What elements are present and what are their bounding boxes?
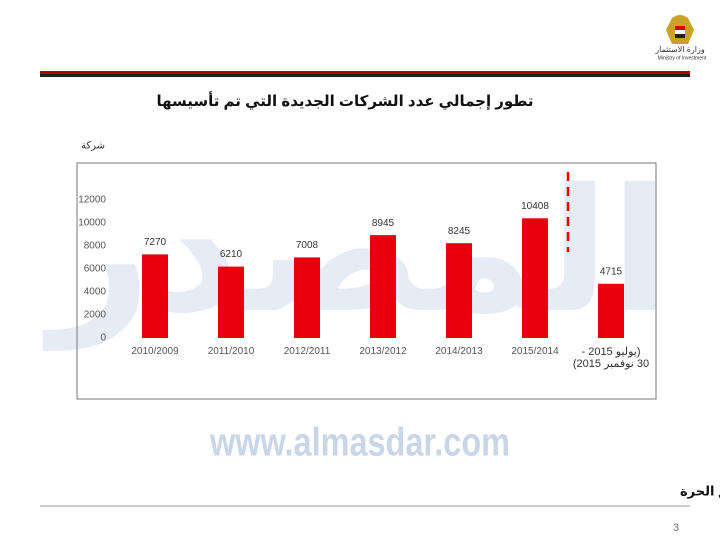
y-tick-label: 2000 — [84, 310, 107, 321]
header-rule-red — [40, 71, 690, 74]
y-tick-label: 8000 — [84, 241, 107, 252]
chart-frame — [76, 162, 657, 400]
x-tick-label: 2014/2013 — [435, 346, 483, 357]
watermark-logo: المصدر — [42, 157, 670, 351]
value-label: 10408 — [521, 201, 549, 212]
watermark-site: www.almasdar.com — [209, 421, 510, 465]
y-tick-label: 12000 — [78, 195, 106, 206]
y-tick-label: 0 — [100, 333, 106, 344]
y-tick-label: 4000 — [84, 287, 107, 298]
value-label: 8245 — [448, 226, 471, 237]
x-tick-label: 2011/2010 — [207, 346, 255, 357]
bar — [294, 257, 320, 338]
x-tick-label: 2010/2009 — [131, 346, 179, 357]
bar — [598, 283, 624, 338]
x-tick-label: 2015/2014 — [511, 346, 559, 357]
bar — [446, 243, 472, 338]
value-label: 6210 — [220, 249, 243, 260]
value-label: 4715 — [600, 266, 623, 277]
y-tick-label: 6000 — [84, 264, 107, 275]
bar — [142, 254, 168, 338]
ministry-name-ar: وزارة الاستثمار — [654, 45, 705, 54]
x-tick-label: (يوليو 2015 - 30 نوفمبر 2015) — [572, 346, 650, 370]
value-label: 7270 — [144, 237, 167, 248]
header-rule-black — [40, 74, 690, 77]
y-axis-label: شركة — [81, 141, 105, 152]
ministry-name-en: Ministry of Investment — [658, 55, 707, 61]
ministry-logo — [666, 15, 694, 44]
x-tick-label: 2012/2011 — [283, 346, 331, 357]
x-tick-label: 2013/2012 — [359, 346, 407, 357]
bar — [370, 235, 396, 338]
y-tick-label: 10000 — [78, 218, 106, 229]
page-number: 3 — [673, 522, 679, 534]
bar — [522, 218, 548, 338]
source-note: المصدر: الهيئة العامة للاستثمار والمناطق… — [680, 483, 720, 498]
chart-title: تطور إجمالي عدد الشركات الجديدة التي تم … — [156, 91, 533, 110]
value-label: 7008 — [296, 240, 319, 251]
bar — [218, 266, 244, 338]
value-label: 8945 — [372, 218, 395, 229]
